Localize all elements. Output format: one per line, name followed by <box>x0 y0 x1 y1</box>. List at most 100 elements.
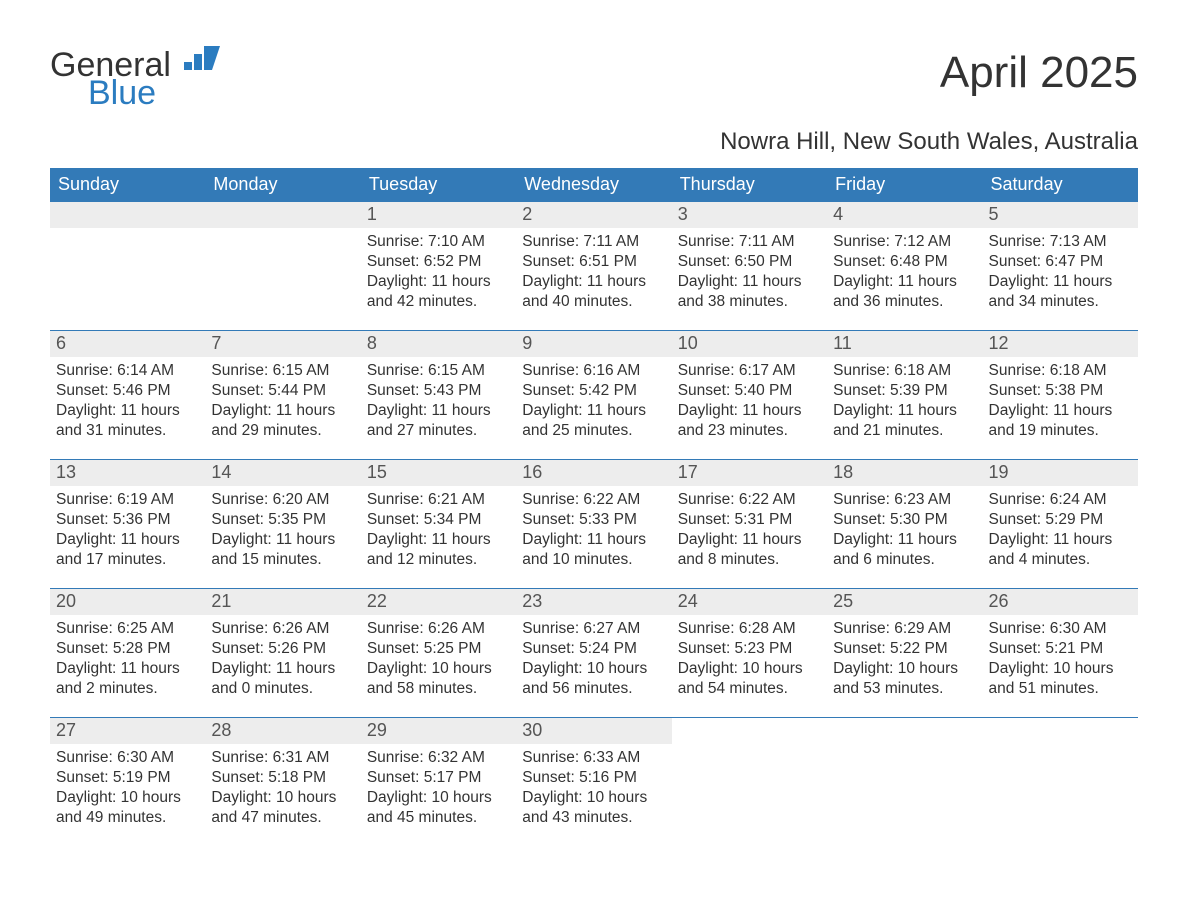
day-sunrise: Sunrise: 6:30 AM <box>989 619 1132 639</box>
day-dl1: Daylight: 11 hours <box>56 401 199 421</box>
day-number <box>827 718 982 744</box>
day-sunrise: Sunrise: 6:27 AM <box>522 619 665 639</box>
weeks-container: 1Sunrise: 7:10 AMSunset: 6:52 PMDaylight… <box>50 201 1138 846</box>
day-sunrise: Sunrise: 6:30 AM <box>56 748 199 768</box>
day-number: 18 <box>827 460 982 486</box>
day-dl1: Daylight: 11 hours <box>522 401 665 421</box>
day-sunrise: Sunrise: 6:15 AM <box>367 361 510 381</box>
day-details: Sunrise: 6:32 AMSunset: 5:17 PMDaylight:… <box>361 744 516 837</box>
day-sunset: Sunset: 5:17 PM <box>367 768 510 788</box>
day-details: Sunrise: 7:11 AMSunset: 6:51 PMDaylight:… <box>516 228 671 321</box>
week-row: 1Sunrise: 7:10 AMSunset: 6:52 PMDaylight… <box>50 201 1138 330</box>
day-sunrise: Sunrise: 6:26 AM <box>367 619 510 639</box>
day-dl1: Daylight: 11 hours <box>989 272 1132 292</box>
day-cell: 21Sunrise: 6:26 AMSunset: 5:26 PMDayligh… <box>205 589 360 717</box>
day-number: 21 <box>205 589 360 615</box>
day-sunrise: Sunrise: 6:18 AM <box>989 361 1132 381</box>
day-number: 24 <box>672 589 827 615</box>
day-cell <box>672 718 827 846</box>
day-dl1: Daylight: 10 hours <box>211 788 354 808</box>
week-row: 6Sunrise: 6:14 AMSunset: 5:46 PMDaylight… <box>50 330 1138 459</box>
day-dl2: and 36 minutes. <box>833 292 976 312</box>
day-sunset: Sunset: 5:42 PM <box>522 381 665 401</box>
day-cell: 4Sunrise: 7:12 AMSunset: 6:48 PMDaylight… <box>827 202 982 330</box>
day-dl1: Daylight: 11 hours <box>211 530 354 550</box>
day-dl1: Daylight: 11 hours <box>522 530 665 550</box>
day-sunset: Sunset: 5:18 PM <box>211 768 354 788</box>
day-dl2: and 8 minutes. <box>678 550 821 570</box>
day-details: Sunrise: 6:15 AMSunset: 5:44 PMDaylight:… <box>205 357 360 450</box>
day-dl2: and 38 minutes. <box>678 292 821 312</box>
day-cell: 24Sunrise: 6:28 AMSunset: 5:23 PMDayligh… <box>672 589 827 717</box>
logo: General Blue <box>50 48 220 110</box>
day-cell: 8Sunrise: 6:15 AMSunset: 5:43 PMDaylight… <box>361 331 516 459</box>
day-sunrise: Sunrise: 6:22 AM <box>522 490 665 510</box>
day-dl1: Daylight: 11 hours <box>678 401 821 421</box>
day-dl2: and 10 minutes. <box>522 550 665 570</box>
day-number: 12 <box>983 331 1138 357</box>
day-dl1: Daylight: 10 hours <box>522 659 665 679</box>
day-number: 29 <box>361 718 516 744</box>
day-sunrise: Sunrise: 6:20 AM <box>211 490 354 510</box>
day-sunset: Sunset: 5:35 PM <box>211 510 354 530</box>
week-row: 27Sunrise: 6:30 AMSunset: 5:19 PMDayligh… <box>50 717 1138 846</box>
day-sunset: Sunset: 5:24 PM <box>522 639 665 659</box>
day-number <box>672 718 827 744</box>
day-sunset: Sunset: 5:40 PM <box>678 381 821 401</box>
day-dl1: Daylight: 11 hours <box>833 272 976 292</box>
day-sunset: Sunset: 5:46 PM <box>56 381 199 401</box>
day-details: Sunrise: 6:18 AMSunset: 5:38 PMDaylight:… <box>983 357 1138 450</box>
day-sunrise: Sunrise: 6:22 AM <box>678 490 821 510</box>
day-sunset: Sunset: 5:38 PM <box>989 381 1132 401</box>
day-number: 3 <box>672 202 827 228</box>
day-sunset: Sunset: 6:47 PM <box>989 252 1132 272</box>
day-cell: 12Sunrise: 6:18 AMSunset: 5:38 PMDayligh… <box>983 331 1138 459</box>
day-cell: 18Sunrise: 6:23 AMSunset: 5:30 PMDayligh… <box>827 460 982 588</box>
day-sunrise: Sunrise: 6:17 AM <box>678 361 821 381</box>
logo-bar-icon <box>184 42 220 68</box>
week-row: 20Sunrise: 6:25 AMSunset: 5:28 PMDayligh… <box>50 588 1138 717</box>
day-sunset: Sunset: 5:21 PM <box>989 639 1132 659</box>
weekday-label: Saturday <box>983 168 1138 201</box>
day-number: 4 <box>827 202 982 228</box>
day-sunrise: Sunrise: 6:25 AM <box>56 619 199 639</box>
day-sunset: Sunset: 5:33 PM <box>522 510 665 530</box>
day-sunrise: Sunrise: 7:13 AM <box>989 232 1132 252</box>
day-cell: 27Sunrise: 6:30 AMSunset: 5:19 PMDayligh… <box>50 718 205 846</box>
day-dl2: and 34 minutes. <box>989 292 1132 312</box>
day-details: Sunrise: 7:11 AMSunset: 6:50 PMDaylight:… <box>672 228 827 321</box>
day-details: Sunrise: 6:16 AMSunset: 5:42 PMDaylight:… <box>516 357 671 450</box>
day-details: Sunrise: 6:31 AMSunset: 5:18 PMDaylight:… <box>205 744 360 837</box>
day-sunset: Sunset: 5:16 PM <box>522 768 665 788</box>
day-sunrise: Sunrise: 6:15 AM <box>211 361 354 381</box>
day-number: 11 <box>827 331 982 357</box>
day-details: Sunrise: 6:26 AMSunset: 5:25 PMDaylight:… <box>361 615 516 708</box>
day-number: 23 <box>516 589 671 615</box>
day-number: 9 <box>516 331 671 357</box>
day-dl2: and 19 minutes. <box>989 421 1132 441</box>
day-details: Sunrise: 6:25 AMSunset: 5:28 PMDaylight:… <box>50 615 205 708</box>
day-dl1: Daylight: 10 hours <box>56 788 199 808</box>
day-sunrise: Sunrise: 6:32 AM <box>367 748 510 768</box>
day-details: Sunrise: 6:20 AMSunset: 5:35 PMDaylight:… <box>205 486 360 579</box>
day-cell: 10Sunrise: 6:17 AMSunset: 5:40 PMDayligh… <box>672 331 827 459</box>
day-cell <box>205 202 360 330</box>
day-details: Sunrise: 7:12 AMSunset: 6:48 PMDaylight:… <box>827 228 982 321</box>
day-sunset: Sunset: 5:34 PM <box>367 510 510 530</box>
day-dl2: and 53 minutes. <box>833 679 976 699</box>
weekday-label: Tuesday <box>361 168 516 201</box>
day-sunset: Sunset: 5:44 PM <box>211 381 354 401</box>
calendar-page: General Blue April 2025 Nowra Hill, New … <box>0 0 1188 846</box>
day-sunrise: Sunrise: 6:31 AM <box>211 748 354 768</box>
day-number: 16 <box>516 460 671 486</box>
day-number <box>205 202 360 228</box>
day-details: Sunrise: 6:22 AMSunset: 5:33 PMDaylight:… <box>516 486 671 579</box>
day-dl2: and 51 minutes. <box>989 679 1132 699</box>
day-details: Sunrise: 6:29 AMSunset: 5:22 PMDaylight:… <box>827 615 982 708</box>
weekday-label: Monday <box>205 168 360 201</box>
day-sunrise: Sunrise: 7:11 AM <box>522 232 665 252</box>
day-details: Sunrise: 6:17 AMSunset: 5:40 PMDaylight:… <box>672 357 827 450</box>
day-dl2: and 6 minutes. <box>833 550 976 570</box>
day-cell: 25Sunrise: 6:29 AMSunset: 5:22 PMDayligh… <box>827 589 982 717</box>
day-sunset: Sunset: 5:28 PM <box>56 639 199 659</box>
